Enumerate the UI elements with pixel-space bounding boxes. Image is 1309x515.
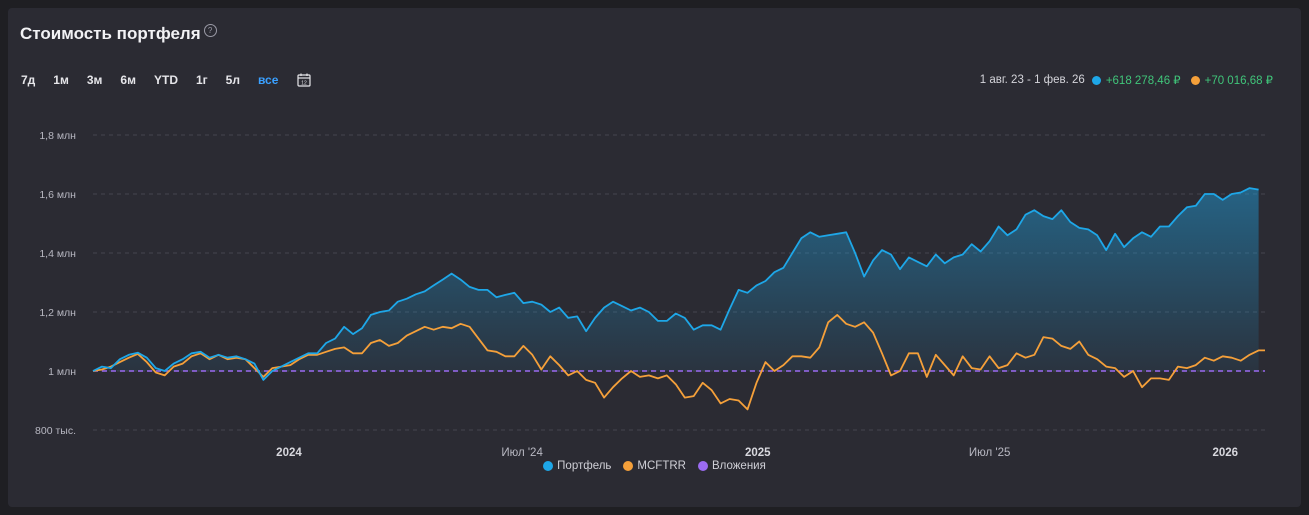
y-tick-label: 1,4 млн: [39, 248, 76, 260]
index-gain: +70 016,68 ₽: [1204, 75, 1273, 87]
calendar-icon[interactable]: 12: [296, 72, 312, 88]
legend-mcftrr-dot: [623, 461, 634, 471]
range-1m-button[interactable]: 1м: [53, 73, 69, 87]
legend-mcftrr-label: MCFTRR: [637, 460, 686, 472]
legend-portfolio-dot: [543, 461, 554, 471]
x-tick-label: 2026: [1212, 447, 1238, 459]
y-tick-label: 1,8 млн: [39, 130, 76, 142]
index-dot: [1190, 75, 1200, 85]
range-all-button[interactable]: все: [257, 73, 279, 87]
portfolio-line: [92, 187, 1259, 381]
svg-text:12: 12: [302, 81, 308, 87]
x-tick-label: 2025: [745, 447, 771, 459]
range-5y-button[interactable]: 5л: [225, 73, 240, 87]
period-summary: 1 авг. 23 - 1 фев. 26 +618 278,46 ₽ +70 …: [980, 73, 1273, 87]
mcftrr-line: [92, 314, 1265, 411]
range-7d-button[interactable]: 7д: [21, 73, 36, 87]
legend-deposits-label: Вложения: [711, 460, 766, 472]
range-ytd-button[interactable]: YTD: [153, 73, 178, 87]
x-tick-label: Июл '24: [501, 447, 543, 459]
x-tick-label: Июл '25: [969, 447, 1011, 459]
y-tick-label: 1,2 млн: [39, 307, 76, 319]
legend-mcftrr[interactable]: MCFTRR: [623, 460, 686, 472]
header: Стоимость портфеля ?: [20, 23, 217, 44]
portfolio-dot: [1091, 75, 1101, 85]
portfolio-area: [93, 188, 1259, 380]
y-axis: 800 тыс. 1 млн 1,2 млн 1,4 млн 1,6 млн 1,8 мл…: [35, 130, 76, 437]
range-selector: 7д 1м 3м 6м YTD 1г 5л все 12: [21, 72, 312, 88]
legend-deposits-dot: [697, 461, 708, 471]
legend-deposits[interactable]: Вложения: [697, 460, 766, 472]
range-1y-button[interactable]: 1г: [195, 73, 208, 87]
range-3m-button[interactable]: 3м: [86, 73, 103, 87]
y-tick-label: 800 тыс.: [35, 425, 76, 437]
portfolio-gain: +618 278,46 ₽: [1105, 75, 1181, 87]
x-tick-label: 2024: [276, 447, 302, 459]
legend-portfolio[interactable]: Портфель: [543, 460, 611, 472]
y-tick-label: 1,6 млн: [39, 189, 76, 201]
y-tick-label: 1 млн: [48, 366, 76, 378]
chart-legend: Портфель MCFTRR Вложения: [0, 460, 1309, 472]
page-title: Стоимость портфеля: [20, 24, 201, 43]
x-axis: 2024 Июл '24 2025 Июл '25 2026: [276, 447, 1238, 459]
help-icon[interactable]: ?: [203, 23, 217, 37]
period-range: 1 авг. 23 - 1 фев. 26: [979, 74, 1085, 86]
legend-portfolio-label: Портфель: [557, 460, 612, 472]
range-6m-button[interactable]: 6м: [120, 73, 136, 87]
